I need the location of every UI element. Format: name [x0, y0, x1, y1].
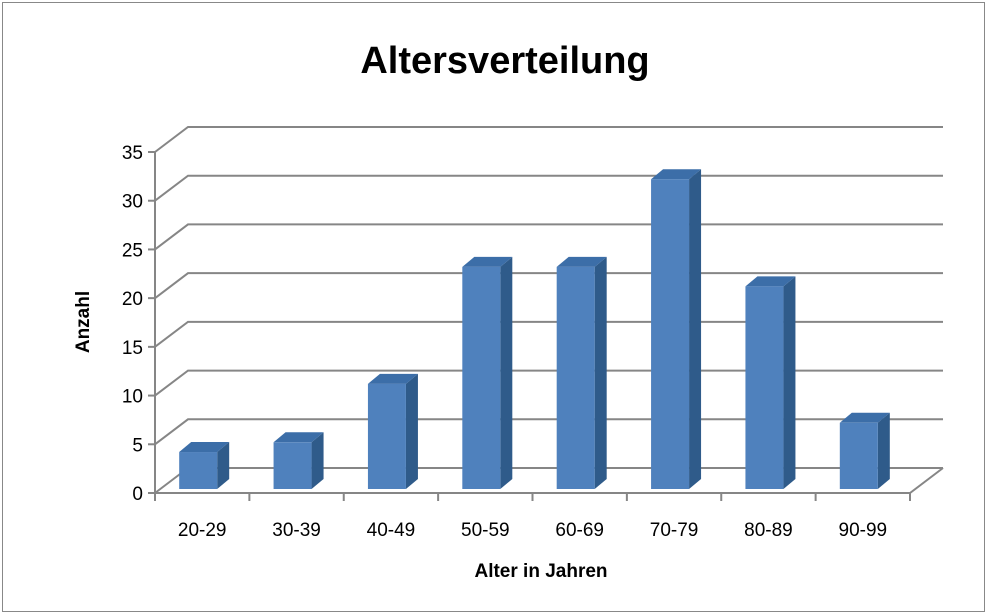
- floor-edge: [155, 467, 944, 494]
- bar: [462, 256, 513, 489]
- gridline: [154, 272, 943, 299]
- gridline: [154, 467, 943, 494]
- gridline: [154, 126, 943, 153]
- y-tick-label: 5: [132, 435, 143, 456]
- bar-front: [651, 179, 690, 489]
- x-tick-label: 40-49: [367, 520, 416, 541]
- bar-front: [179, 452, 218, 489]
- bar-top: [367, 373, 418, 384]
- x-axis-label: Alter in Jahren: [474, 561, 607, 582]
- bar-front: [745, 286, 784, 489]
- x-tick-label: 20-29: [178, 520, 227, 541]
- bar-side: [217, 442, 230, 489]
- bar-side: [877, 412, 890, 489]
- bar-front: [367, 383, 406, 489]
- x-tick-label: 30-39: [272, 520, 321, 541]
- gridline: [154, 369, 943, 397]
- bar-side: [783, 276, 796, 489]
- bar-side: [689, 169, 702, 489]
- x-tick-label: 90-99: [839, 520, 888, 541]
- x-tick-label: 80-89: [744, 520, 793, 541]
- axes: [148, 151, 944, 501]
- y-tick-label: 30: [122, 192, 143, 213]
- gridline: [154, 223, 943, 251]
- bars: [179, 169, 890, 489]
- gridline: [154, 320, 943, 348]
- bar-top: [179, 442, 230, 453]
- x-tick-label: 50-59: [461, 520, 510, 541]
- bar-front: [273, 442, 312, 489]
- bar: [745, 276, 796, 489]
- y-tick-label: 35: [122, 143, 143, 164]
- y-tick-label: 20: [122, 289, 143, 310]
- bar-front: [556, 266, 595, 489]
- gridline: [154, 418, 943, 446]
- bar: [273, 432, 324, 489]
- bar-top: [839, 412, 890, 423]
- y-tick-label: 10: [122, 387, 143, 408]
- bar-top: [273, 432, 324, 443]
- x-tick-labels: 20-29 30-39 40-49 50-59 60-69 70-79 80-89 90-99: [178, 520, 887, 541]
- bar-side: [311, 432, 324, 489]
- bar-top: [462, 256, 513, 267]
- bar-top: [651, 169, 702, 180]
- bar: [367, 373, 418, 489]
- bar: [556, 256, 607, 489]
- bar-top: [556, 256, 607, 267]
- x-tick-label: 70-79: [650, 520, 699, 541]
- y-axis-label: Anzahl: [73, 291, 94, 353]
- y-tick-labels: 0 5 10 15 20 25 30 35: [122, 143, 143, 505]
- bar-top: [745, 276, 796, 287]
- y-tick-label: 25: [122, 240, 143, 261]
- gridlines: [154, 126, 943, 494]
- bar-front: [839, 422, 878, 489]
- y-tick-label: 15: [122, 338, 143, 359]
- bar-side: [594, 256, 607, 489]
- x-tick-label: 60-69: [555, 520, 604, 541]
- y-tick-label: 0: [132, 484, 143, 505]
- bar: [651, 169, 702, 489]
- bar: [179, 442, 230, 489]
- bar-front: [462, 266, 501, 489]
- bar-side: [405, 373, 418, 489]
- gridline: [154, 174, 943, 202]
- bar-side: [500, 256, 513, 489]
- chart-title: Altersverteilung: [360, 40, 649, 82]
- bar: [839, 412, 890, 489]
